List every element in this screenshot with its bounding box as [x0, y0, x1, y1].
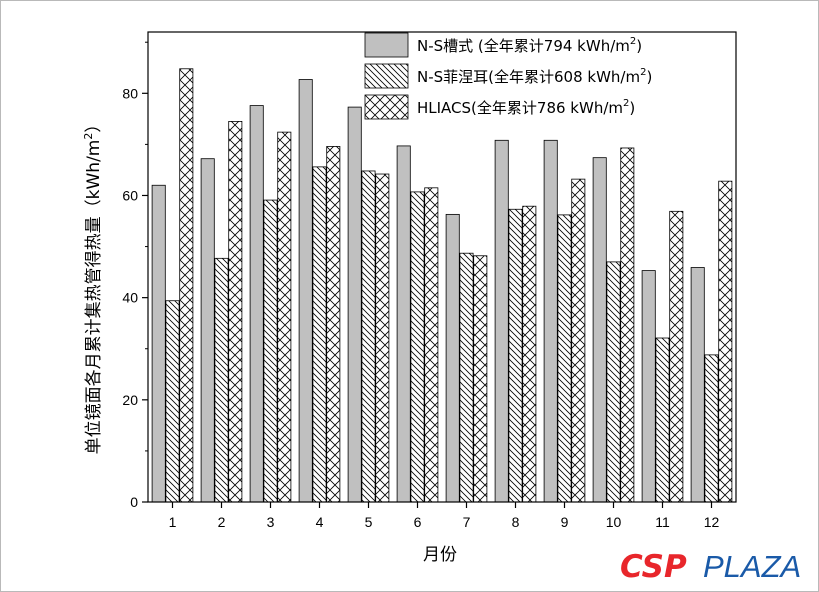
bar-s2-12 — [704, 354, 719, 503]
x-tick-label-11: 11 — [655, 514, 670, 530]
bar-s3-5 — [375, 173, 390, 503]
bar-s1-4 — [298, 79, 313, 503]
x-tick-label-9: 9 — [561, 514, 569, 530]
legend-swatch-3 — [364, 94, 409, 120]
watermark-csp: CSP — [620, 549, 687, 585]
bar-s3-10 — [620, 147, 635, 503]
bar-s1-9 — [543, 139, 558, 503]
bar-s2-10 — [606, 261, 621, 503]
bar-s3-3 — [277, 131, 292, 503]
legend-label-superscript: 2 — [623, 98, 629, 109]
bar-s3-9 — [571, 178, 586, 503]
bar-s1-10 — [592, 157, 607, 503]
bar-s3-12 — [718, 180, 733, 503]
bar-s1-8 — [494, 139, 509, 503]
bar-s2-3 — [263, 199, 278, 503]
x-tick-label-5: 5 — [365, 514, 373, 530]
bar-s2-11 — [655, 337, 670, 503]
legend-label-text: N-S槽式 (全年累计794 kWh/m — [417, 37, 630, 55]
legend-label-superscript: 2 — [640, 67, 646, 78]
bar-s2-8 — [508, 208, 523, 503]
y-tick-label-20: 20 — [122, 392, 138, 408]
legend-swatch-2 — [364, 63, 409, 89]
bar-s1-3 — [249, 105, 264, 503]
bar-s3-1 — [179, 68, 194, 503]
legend-label-close: ) — [629, 99, 635, 117]
legend-swatch-1 — [364, 32, 409, 58]
bar-s3-6 — [424, 187, 439, 503]
x-tick-label-1: 1 — [169, 514, 177, 530]
legend-label-close: ) — [636, 37, 642, 55]
bar-s1-2 — [200, 158, 215, 503]
legend-label-superscript: 2 — [630, 36, 636, 47]
legend: N-S槽式 (全年累计794 kWh/m2)N-S菲涅耳(全年累计608 kWh… — [364, 32, 652, 120]
bar-s2-7 — [459, 252, 474, 503]
x-tick-label-10: 10 — [606, 514, 622, 530]
plot-area-border — [147, 31, 737, 503]
bar-s1-7 — [445, 213, 460, 503]
x-axis-title: 月份 — [423, 545, 457, 565]
y-tick-label-60: 60 — [122, 187, 138, 203]
bar-s1-5 — [347, 106, 362, 503]
bar-s1-1 — [151, 184, 166, 503]
bar-s3-7 — [473, 255, 488, 503]
legend-label-3: HLIACS(全年累计786 kWh/m2) — [417, 98, 635, 117]
bar-s3-11 — [669, 210, 684, 503]
bar-s1-6 — [396, 145, 411, 503]
bar-s2-1 — [165, 300, 180, 503]
y-axis-title-superscript: 2 — [82, 133, 95, 140]
bar-s2-4 — [312, 166, 327, 503]
x-tick-label-2: 2 — [218, 514, 226, 530]
x-tick-label-7: 7 — [463, 514, 471, 530]
y-axis-title-text: 单位镜面各月累计集热管得热量（kWh/m — [84, 140, 104, 455]
legend-label-1: N-S槽式 (全年累计794 kWh/m2) — [417, 36, 642, 55]
y-tick-label-0: 0 — [130, 494, 138, 510]
y-tick-label-40: 40 — [122, 290, 138, 306]
y-axis-title: 单位镜面各月累计集热管得热量（kWh/m2） — [82, 116, 104, 455]
bar-s2-6 — [410, 191, 425, 503]
bar-s3-4 — [326, 146, 341, 503]
legend-label-text: HLIACS(全年累计786 kWh/m — [417, 99, 623, 117]
bar-s2-2 — [214, 257, 229, 503]
bar-s2-5 — [361, 170, 376, 503]
bars-group — [151, 68, 733, 503]
bar-s3-8 — [522, 205, 537, 503]
x-tick-label-3: 3 — [267, 514, 275, 530]
bar-s2-9 — [557, 214, 572, 503]
x-tick-label-8: 8 — [512, 514, 520, 530]
bar-s1-12 — [690, 267, 705, 503]
legend-label-text: N-S菲涅耳(全年累计608 kWh/m — [417, 68, 640, 86]
x-tick-label-12: 12 — [704, 514, 720, 530]
y-axis-title-close: ） — [84, 116, 104, 133]
x-tick-label-4: 4 — [316, 514, 324, 530]
watermark-plaza: PLAZA — [703, 549, 801, 584]
y-tick-label-80: 80 — [122, 85, 138, 101]
bar-s3-2 — [228, 121, 243, 503]
bar-s1-11 — [641, 270, 656, 503]
legend-label-close: ) — [646, 68, 652, 86]
x-tick-label-6: 6 — [414, 514, 422, 530]
csp-plaza-watermark: CSP PLAZA — [620, 549, 801, 585]
legend-label-2: N-S菲涅耳(全年累计608 kWh/m2) — [417, 67, 652, 86]
